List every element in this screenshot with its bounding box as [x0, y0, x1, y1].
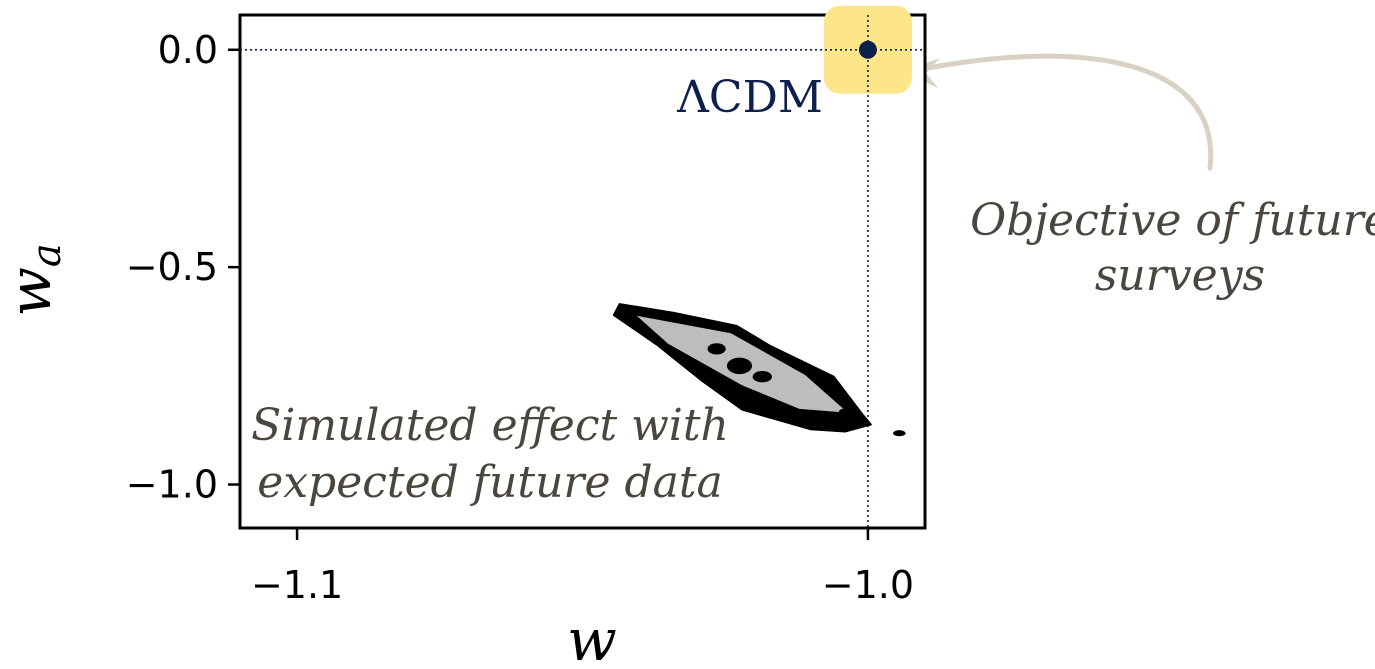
objective-annotation: Objective of future surveys [970, 195, 1375, 301]
y-tick-label-1: −0.5 [126, 245, 218, 289]
lcdm-point [858, 40, 877, 59]
simulated-annotation-line-1: Simulated effect with [251, 400, 729, 451]
contour-blob-0 [707, 343, 726, 355]
x-tick-label-1: −1.0 [822, 563, 914, 607]
plot-area: −1.1 −1.0 0.0 −0.5 −1.0 ΛCDM [126, 5, 927, 607]
contour-blob-1 [726, 357, 753, 375]
simulated-annotation-line-2: expected future data [257, 457, 723, 508]
plot-frame [238, 13, 927, 530]
contour-blob-3 [838, 408, 852, 416]
y-tick-label-0: 0.0 [158, 28, 218, 72]
simulated-annotation: Simulated effect with expected future da… [251, 400, 729, 508]
lcdm-label: ΛCDM [676, 72, 823, 123]
objective-arrow [915, 53, 1214, 171]
objective-annotation-line-1: Objective of future [970, 195, 1375, 246]
y-axis-label: wa [0, 243, 70, 317]
contour-blob-4 [893, 430, 906, 437]
y-tick-label-2: −1.0 [126, 463, 218, 507]
objective-annotation-line-2: surveys [1095, 250, 1265, 301]
x-tick-label-0: −1.1 [251, 563, 343, 607]
contour-blob-2 [752, 371, 773, 383]
x-axis-label: w [567, 606, 617, 669]
